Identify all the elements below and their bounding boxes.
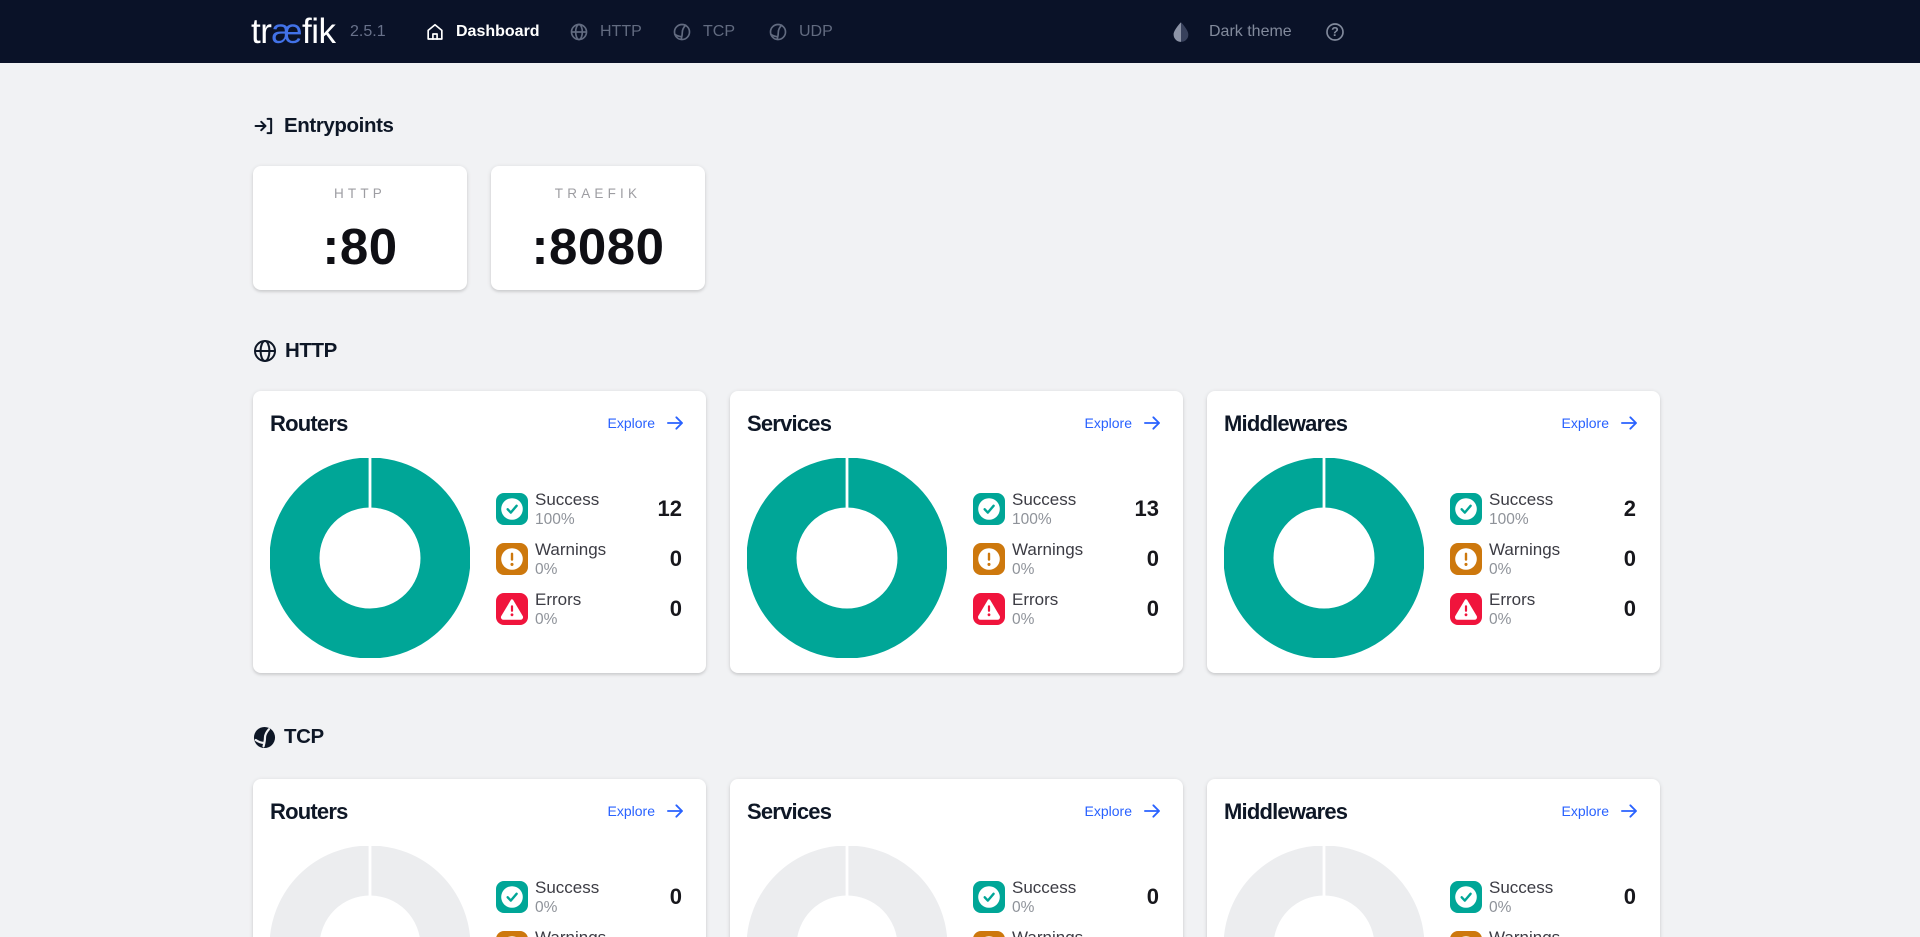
svg-text:?: ? xyxy=(1331,24,1339,38)
